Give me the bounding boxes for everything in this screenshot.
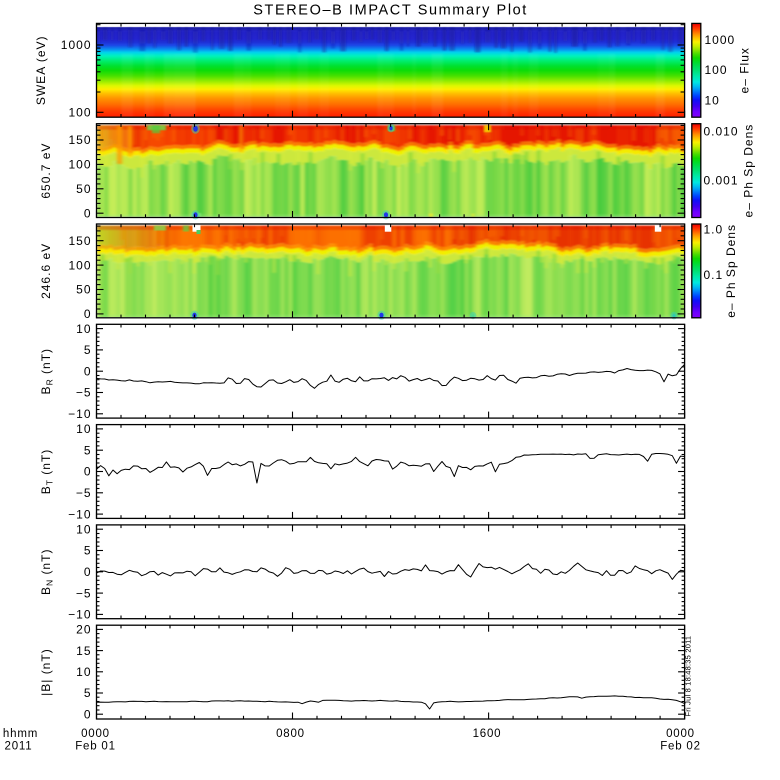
svg-text:10: 10	[76, 665, 91, 679]
svg-text:0: 0	[84, 364, 92, 378]
svg-text:5: 5	[84, 443, 92, 457]
svg-text:50: 50	[76, 182, 91, 196]
svg-text:0.1: 0.1	[704, 268, 724, 282]
svg-text:0800: 0800	[276, 728, 305, 740]
svg-text:10: 10	[705, 94, 720, 108]
svg-text:1000: 1000	[705, 33, 736, 47]
svg-text:e– Flux: e– Flux	[738, 47, 752, 93]
svg-text:|B| (nT): |B| (nT)	[39, 648, 53, 696]
svg-text:5: 5	[84, 686, 92, 700]
svg-text:0.010: 0.010	[704, 125, 739, 139]
svg-text:100: 100	[705, 63, 728, 77]
svg-text:−5: −5	[76, 386, 92, 400]
svg-text:20: 20	[76, 623, 91, 637]
svg-text:Fri Jul 8 18:48:35 2011: Fri Jul 8 18:48:35 2011	[684, 636, 693, 717]
svg-text:0: 0	[84, 465, 92, 479]
svg-text:5: 5	[84, 343, 92, 357]
svg-text:SWEA (eV): SWEA (eV)	[34, 35, 48, 105]
svg-text:1.0: 1.0	[704, 223, 724, 237]
svg-text:650.7 eV: 650.7 eV	[39, 143, 53, 199]
svg-text:0: 0	[84, 565, 92, 579]
svg-text:Feb 01: Feb 01	[75, 741, 116, 753]
svg-text:100: 100	[68, 158, 91, 172]
svg-text:100: 100	[68, 258, 91, 272]
svg-text:0: 0	[84, 307, 92, 321]
svg-text:e– Ph Sp Dens: e– Ph Sp Dens	[742, 124, 756, 218]
svg-text:−5: −5	[76, 486, 92, 500]
svg-text:150: 150	[68, 133, 91, 147]
svg-text:2011: 2011	[5, 741, 33, 753]
svg-text:−5: −5	[76, 586, 92, 600]
svg-text:e– Ph Sp Dens: e– Ph Sp Dens	[724, 224, 738, 318]
svg-text:−10: −10	[68, 407, 91, 421]
svg-text:0.001: 0.001	[704, 174, 739, 188]
svg-text:0: 0	[84, 206, 92, 220]
svg-text:0000: 0000	[81, 728, 110, 740]
svg-text:50: 50	[76, 283, 91, 297]
svg-text:hhmm: hhmm	[3, 728, 38, 740]
svg-text:BT (nT): BT (nT)	[39, 449, 55, 495]
svg-text:10: 10	[76, 522, 91, 536]
svg-text:−10: −10	[68, 507, 91, 521]
svg-text:BR (nT): BR (nT)	[39, 348, 55, 395]
svg-text:−10: −10	[68, 608, 91, 622]
svg-text:Feb 02: Feb 02	[660, 741, 701, 753]
svg-text:STEREO–B IMPACT Summary Plot: STEREO–B IMPACT Summary Plot	[253, 3, 528, 19]
svg-text:5: 5	[84, 544, 92, 558]
svg-text:10: 10	[76, 322, 91, 336]
svg-text:100: 100	[68, 106, 91, 120]
svg-text:1000: 1000	[61, 38, 92, 52]
svg-text:150: 150	[68, 234, 91, 248]
svg-text:10: 10	[76, 422, 91, 436]
svg-text:0000: 0000	[666, 728, 695, 740]
svg-text:BN (nT): BN (nT)	[39, 549, 55, 596]
svg-text:246.6 eV: 246.6 eV	[39, 243, 53, 299]
svg-text:1600: 1600	[473, 728, 502, 740]
svg-text:0: 0	[84, 707, 92, 721]
svg-text:15: 15	[76, 644, 91, 658]
